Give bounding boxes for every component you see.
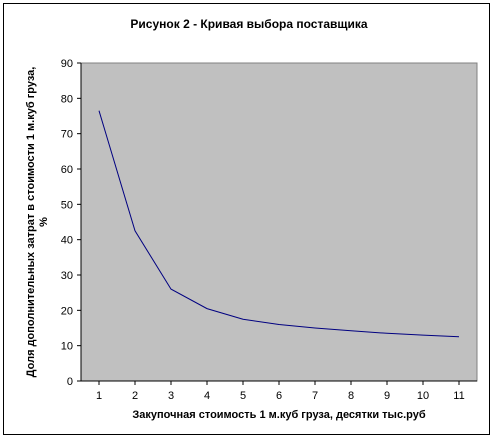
y-tick-label: 60 xyxy=(61,164,73,176)
x-tick-label: 1 xyxy=(96,390,102,402)
x-tick-label: 8 xyxy=(348,390,354,402)
x-tick-label: 6 xyxy=(276,390,282,402)
y-axis-label-line-2: % xyxy=(38,217,50,227)
y-tick-label: 30 xyxy=(61,270,73,282)
y-tick-label: 90 xyxy=(61,58,73,70)
x-tick-label: 5 xyxy=(240,390,246,402)
series-line xyxy=(98,110,460,338)
y-axis-ticks: 0 10 20 30 40 50 60 70 80 90 xyxy=(61,58,81,388)
y-tick-label: 10 xyxy=(61,341,73,353)
y-axis-label-line-1: Доля дополнительных затрат в стоимости 1… xyxy=(25,67,37,378)
chart-svg: Рисунок 2 - Кривая выбора поставщика 010… xyxy=(25,17,478,421)
y-tick-label: 50 xyxy=(61,199,73,211)
x-tick-label: 3 xyxy=(168,390,174,402)
x-tick-label: 4 xyxy=(204,390,210,402)
plot-area xyxy=(80,62,478,382)
x-tick-label: 10 xyxy=(417,390,429,402)
x-tick-label: 7 xyxy=(312,390,318,402)
y-tick-label: 40 xyxy=(61,235,73,247)
x-axis-label: Закупочная стоимость 1 м.куб груза, деся… xyxy=(132,409,425,421)
y-tick-label: 70 xyxy=(61,129,73,141)
y-tick-label: 80 xyxy=(61,93,73,105)
x-tick-label: 11 xyxy=(453,390,464,402)
chart-title: Рисунок 2 - Кривая выбора поставщика xyxy=(130,17,367,31)
chart-frame: Рисунок 2 - Кривая выбора поставщика 0 10… xyxy=(3,3,490,435)
x-tick-label: 9 xyxy=(384,390,390,402)
x-axis-ticks: 1 2 3 4 5 6 7 8 9 10 11 xyxy=(96,381,465,402)
y-tick-label: 0 xyxy=(67,376,73,388)
y-tick-label: 20 xyxy=(61,305,73,317)
x-tick-label: 2 xyxy=(132,390,138,402)
